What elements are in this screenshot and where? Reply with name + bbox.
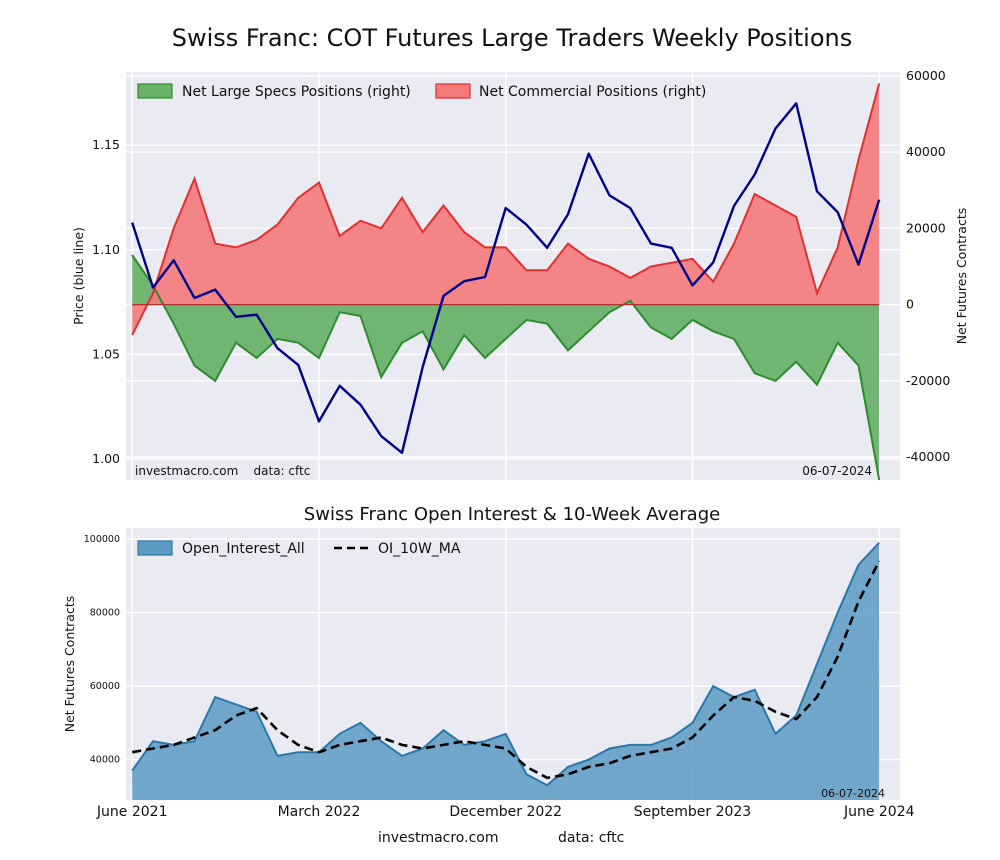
- bottom-series: [131, 542, 881, 800]
- specs-line: [131, 254, 881, 481]
- top-right-axis-label: Net Futures Contracts: [954, 208, 969, 345]
- bottom-x-tick-2: December 2022: [449, 804, 562, 820]
- bottom-date-annotation: 06-07-2024: [821, 787, 885, 800]
- bottom-chart-title: Swiss Franc Open Interest & 10-Week Aver…: [304, 504, 720, 525]
- top-date-annotation: 06-07-2024: [802, 464, 872, 478]
- commercial-area: [132, 83, 880, 336]
- bottom-y-tick-1: 60000: [90, 681, 120, 692]
- bottom-y-tick-0: 40000: [90, 755, 120, 766]
- top-left-tick-3: 1.15: [92, 137, 120, 152]
- bottom-y-axis-ticks: 40000 60000 80000 100000: [84, 534, 120, 766]
- bottom-chart-panel: 40000 60000 80000 100000 June 2021 March 202…: [62, 528, 915, 820]
- commercial-line: [131, 83, 881, 336]
- top-right-tick-5: 60000: [906, 68, 946, 83]
- top-right-tick-3: 20000: [906, 220, 946, 235]
- legend-swatch-commercial: [435, 83, 471, 99]
- top-right-tick-2: 0: [906, 297, 914, 312]
- top-series: [131, 83, 881, 481]
- bottom-y-tick-2: 80000: [90, 608, 120, 619]
- moving-average-line: [131, 560, 881, 780]
- bottom-y-axis-label: Net Futures Contracts: [62, 596, 77, 733]
- top-chart-panel: 1.00 1.05 1.10 1.15 -40000 -20000 0 20000 40000…: [71, 68, 969, 481]
- bottom-x-tick-1: March 2022: [278, 804, 361, 820]
- top-left-axis-label: Price (blue line): [71, 227, 86, 325]
- bottom-x-tick-3: September 2023: [634, 804, 751, 820]
- footer-source: data: cftc: [558, 830, 624, 846]
- figure-title: Swiss Franc: COT Futures Large Traders W…: [172, 24, 852, 52]
- legend-label-commercial: Net Commercial Positions (right): [479, 84, 706, 100]
- top-right-tick-4: 40000: [906, 144, 946, 159]
- price-line: [131, 102, 881, 454]
- open-interest-line: [131, 542, 880, 787]
- top-left-tick-0: 1.00: [92, 451, 120, 466]
- specs-area: [132, 255, 880, 480]
- top-right-tick-0: -40000: [906, 449, 950, 464]
- top-left-axis-ticks: 1.00 1.05 1.10 1.15: [92, 137, 120, 466]
- top-right-tick-1: -20000: [906, 373, 950, 388]
- legend-label-moving-average: OI_10W_MA: [378, 541, 461, 557]
- top-source-annotation: investmacro.com data: cftc: [135, 464, 310, 478]
- top-legend: Net Large Specs Positions (right) Net Co…: [137, 83, 706, 100]
- bottom-x-tick-0: June 2021: [96, 804, 168, 820]
- bottom-legend: Open_Interest_All OI_10W_MA: [137, 540, 461, 557]
- bottom-x-axis-ticks: June 2021 March 2022 December 2022 Septembe…: [96, 804, 915, 820]
- legend-swatch-specs: [137, 83, 173, 99]
- top-right-axis-ticks: -40000 -20000 0 20000 40000 60000: [906, 68, 950, 464]
- legend-label-open-interest: Open_Interest_All: [182, 541, 305, 557]
- top-left-tick-1: 1.05: [92, 346, 120, 361]
- legend-swatch-open-interest: [137, 540, 173, 556]
- footer-site: investmacro.com: [378, 830, 498, 846]
- top-left-tick-2: 1.10: [92, 242, 120, 257]
- legend-label-specs: Net Large Specs Positions (right): [182, 84, 411, 100]
- bottom-x-tick-4: June 2024: [843, 804, 915, 820]
- bottom-y-tick-3: 100000: [84, 534, 120, 545]
